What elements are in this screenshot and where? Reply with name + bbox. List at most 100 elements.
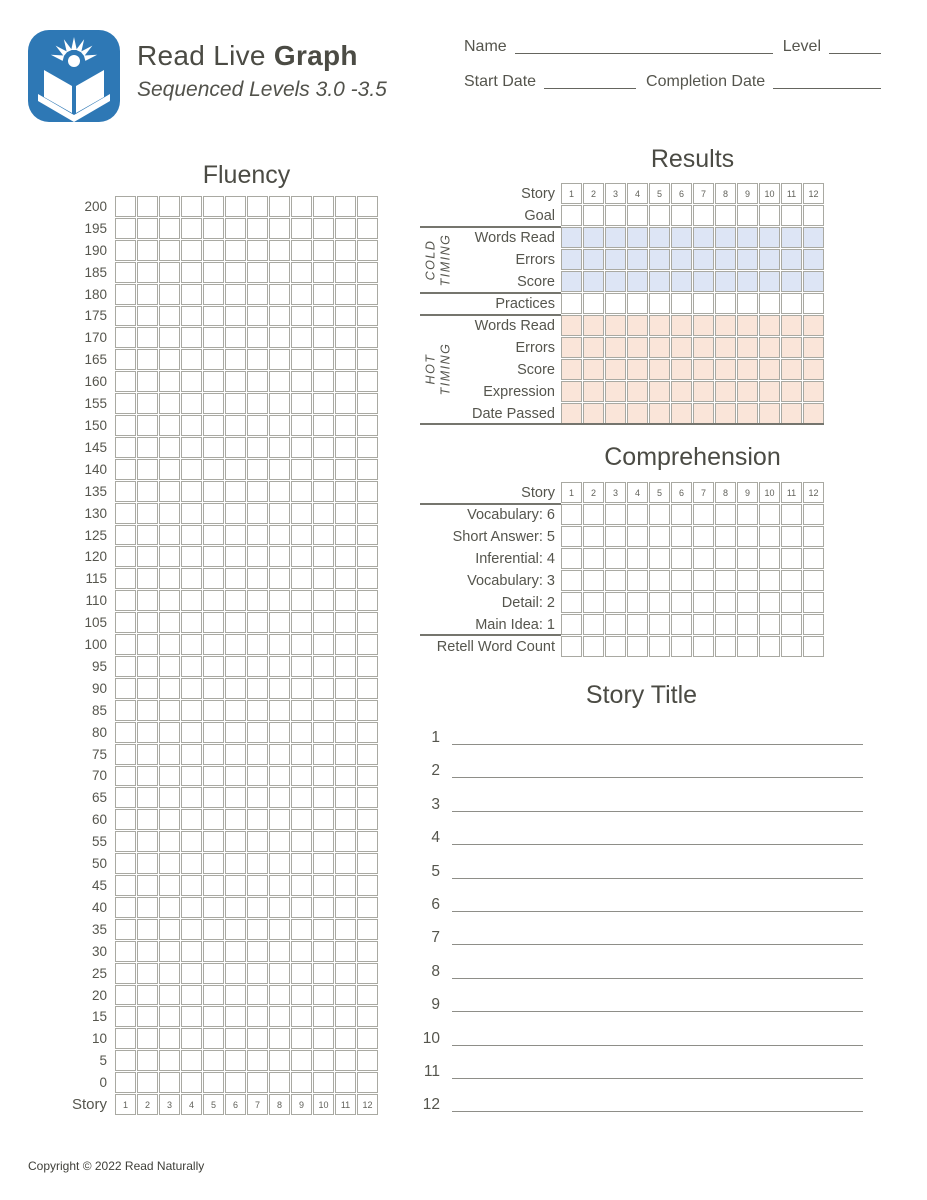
fluency-grid-cell — [203, 656, 224, 677]
fluency-grid-cell — [313, 261, 334, 283]
fluency-grid-cell — [313, 1028, 334, 1050]
comprehension-data-cell — [627, 570, 648, 591]
fluency-grid-cell — [181, 787, 202, 809]
fluency-grid-cell — [247, 896, 268, 918]
fluency-grid-cell — [203, 765, 224, 787]
comprehension-data-cell — [583, 548, 604, 569]
name-level-row: Name Level — [464, 33, 881, 56]
results-data-cell — [561, 227, 582, 248]
fluency-grid-cell — [291, 590, 312, 612]
fluency-y-label: 0 — [99, 1075, 107, 1091]
fluency-grid-cell — [335, 656, 356, 677]
story-title-number: 1 — [431, 729, 440, 746]
fluency-grid-cell — [313, 283, 334, 305]
fluency-grid-cell — [269, 1006, 290, 1028]
results-data-cell — [561, 205, 582, 226]
fluency-grid-cell — [247, 699, 268, 721]
story-title-row: 10 — [420, 1027, 863, 1049]
fluency-grid-cell — [115, 721, 136, 743]
fluency-grid-cell — [225, 853, 246, 875]
results-data-cell — [803, 249, 824, 270]
start-date-field-line — [544, 74, 637, 89]
story-title-line — [452, 930, 863, 946]
story-title-number: 6 — [431, 896, 440, 913]
fluency-grid-cell — [335, 1006, 356, 1028]
comprehension-data-cell — [759, 614, 780, 635]
fluency-grid-cell — [159, 809, 180, 831]
fluency-grid-cell — [291, 371, 312, 393]
results-data-cell — [737, 315, 758, 336]
results-data-cell — [583, 227, 604, 248]
fluency-y-label: 110 — [85, 593, 107, 609]
fluency-story-number-cell: 9 — [291, 1094, 312, 1115]
fluency-grid-cell — [159, 305, 180, 327]
fluency-grid-cell — [269, 612, 290, 634]
results-row-label: Errors — [515, 251, 555, 268]
fluency-grid-cell — [115, 1050, 136, 1072]
comprehension-data-cell — [715, 636, 736, 657]
separator-line — [420, 423, 824, 425]
fluency-story-number-cell: 3 — [159, 1094, 180, 1115]
fluency-grid-cell — [225, 590, 246, 612]
comprehension-data-cell — [759, 526, 780, 547]
fluency-grid-cell — [203, 962, 224, 984]
fluency-y-label: 175 — [84, 308, 107, 324]
fluency-grid-cell — [115, 984, 136, 1006]
fluency-grid-cell — [181, 436, 202, 458]
fluency-grid-cell — [247, 787, 268, 809]
comprehension-data-cell — [693, 570, 714, 591]
fluency-grid-cell — [115, 743, 136, 765]
comprehension-data-cell — [781, 504, 802, 525]
fluency-grid-cell — [313, 918, 334, 940]
fluency-grid-cell — [181, 831, 202, 853]
comprehension-data-cell — [583, 614, 604, 635]
fluency-grid-cell — [247, 261, 268, 283]
fluency-y-label: 130 — [84, 505, 107, 521]
results-data-cell — [627, 337, 648, 358]
results-data-cell — [561, 381, 582, 402]
fluency-grid-cell — [247, 436, 268, 458]
fluency-grid-cell — [203, 568, 224, 590]
fluency-y-label: 95 — [91, 658, 107, 674]
fluency-grid-cell — [225, 239, 246, 261]
fluency-grid-cell — [247, 984, 268, 1006]
story-title-row: 8 — [420, 960, 863, 982]
fluency-grid-cell — [357, 918, 378, 940]
fluency-grid-cell — [335, 349, 356, 371]
comprehension-story-number-cell: 1 — [561, 482, 582, 503]
fluency-grid-cell — [335, 458, 356, 480]
comprehension-data-cell — [649, 614, 670, 635]
fluency-grid-cell — [247, 393, 268, 415]
fluency-grid-cell — [335, 217, 356, 239]
results-data-cell — [671, 227, 692, 248]
fluency-grid-cell — [269, 371, 290, 393]
results-data-cell — [715, 271, 736, 292]
fluency-grid-cell — [357, 327, 378, 349]
comprehension-data-cell — [737, 548, 758, 569]
fluency-grid-cell — [269, 283, 290, 305]
fluency-grid-cell — [335, 393, 356, 415]
fluency-grid-cell — [313, 787, 334, 809]
results-data-cell — [561, 315, 582, 336]
fluency-y-label: 155 — [84, 396, 107, 412]
header-fields: Name Level Start Date Completion Date — [464, 33, 881, 91]
fluency-grid-cell — [247, 940, 268, 962]
fluency-grid-cell — [159, 831, 180, 853]
fluency-grid-cell — [225, 1006, 246, 1028]
fluency-grid-cell — [115, 261, 136, 283]
fluency-grid-cell — [115, 480, 136, 502]
results-data-cell — [781, 271, 802, 292]
fluency-grid-cell — [247, 546, 268, 568]
fluency-grid-cell — [313, 1050, 334, 1072]
fluency-grid-cell — [159, 261, 180, 283]
fluency-grid-cell — [335, 743, 356, 765]
fluency-grid-cell — [269, 677, 290, 699]
fluency-grid-cell — [181, 524, 202, 546]
results-story-number-cell: 9 — [737, 183, 758, 204]
fluency-grid-cell — [203, 896, 224, 918]
fluency-y-label: 135 — [84, 483, 107, 499]
fluency-grid-cell — [203, 239, 224, 261]
results-data-cell — [583, 359, 604, 380]
fluency-grid-cell — [313, 415, 334, 436]
fluency-grid-cell — [335, 677, 356, 699]
